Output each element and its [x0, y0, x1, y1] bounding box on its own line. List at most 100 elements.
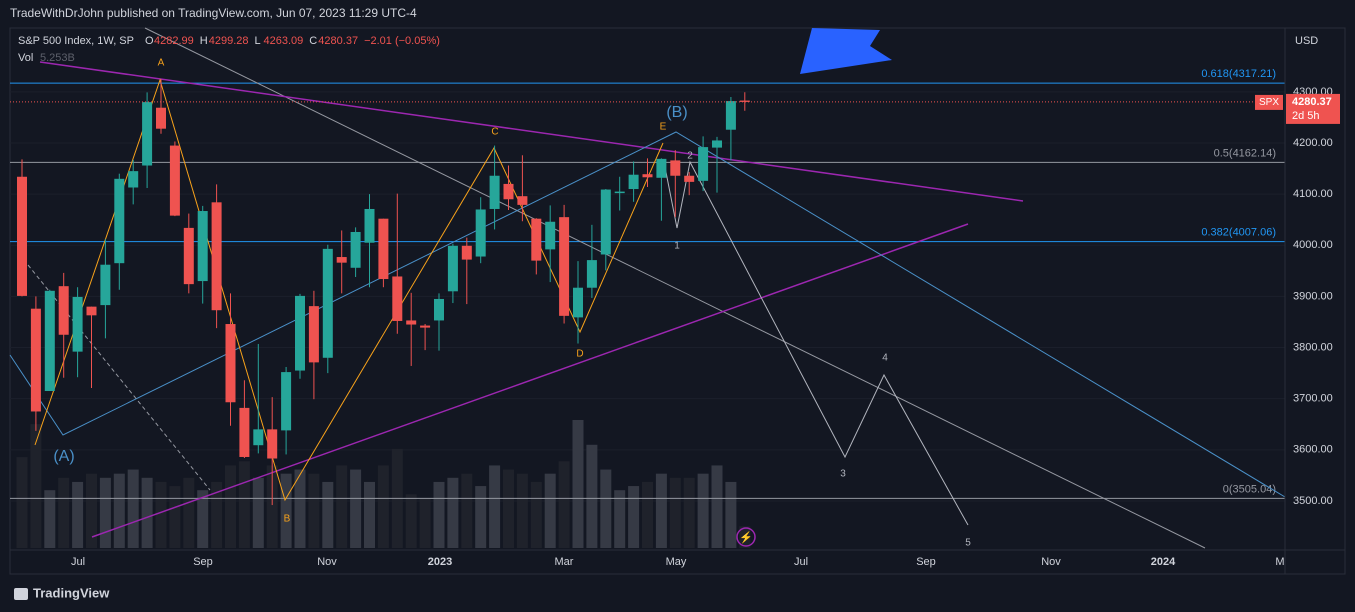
candle-body: [447, 245, 458, 292]
drawings: [9, 27, 1286, 549]
candle-body: [183, 227, 194, 285]
ohlc-value: 4299.28: [209, 35, 249, 47]
volume-bar: [364, 481, 375, 548]
y-tick-label: 3500.00: [1293, 495, 1333, 507]
arrow-shape: [800, 28, 892, 74]
candle-body: [211, 202, 222, 311]
x-tick-label: Nov: [317, 556, 337, 568]
volume-bar: [294, 469, 306, 548]
volume-bar: [322, 481, 334, 548]
volume-bar: [697, 473, 709, 548]
candle-body: [475, 209, 486, 257]
volume-bar: [30, 424, 42, 548]
y-tick-label: 3700.00: [1293, 393, 1333, 405]
price-tag-symbol: SPX: [1259, 97, 1279, 108]
volume-bar: [628, 486, 640, 548]
candle-body: [573, 287, 583, 318]
x-tick-label: Sep: [193, 556, 213, 568]
volume-bar: [447, 477, 459, 548]
candle-body: [712, 140, 722, 148]
candle-body: [142, 102, 153, 166]
volume-value: 5.253B: [40, 52, 75, 64]
annotation: 4: [882, 353, 888, 364]
volume-name: Vol: [18, 52, 33, 64]
candle-body: [350, 231, 361, 268]
candle-body: [281, 372, 292, 431]
price-tag-countdown: 2d 5h: [1292, 110, 1320, 122]
candle-body: [44, 290, 55, 392]
volume-bar: [350, 469, 362, 548]
volume-bar: [86, 473, 97, 548]
volume-bar: [155, 481, 167, 548]
candle-body: [739, 100, 750, 102]
candle-body: [503, 183, 514, 200]
volume-bar: [127, 469, 139, 548]
candle-body: [656, 158, 667, 178]
volume-bar: [238, 461, 250, 548]
volume-bar: [669, 477, 681, 548]
volume-bar: [336, 465, 348, 548]
annotation: D: [576, 349, 583, 360]
volume-bar: [739, 526, 751, 548]
candle-body: [642, 174, 653, 178]
volume-bar: [530, 481, 542, 548]
ohlc-letter: H: [200, 35, 208, 47]
volume-bar: [642, 481, 653, 548]
ohlc-change: −2.01 (−0.05%): [364, 35, 440, 47]
currency: USD: [1295, 35, 1318, 47]
volume-bar: [655, 473, 667, 548]
x-tick-label: Mar: [555, 556, 574, 568]
volume-bar: [461, 473, 473, 548]
annotation: 5: [965, 538, 971, 549]
annotation: 3: [840, 469, 846, 480]
volume-bar: [211, 481, 223, 548]
volume-bar: [725, 481, 737, 548]
candle-body: [30, 308, 41, 412]
volume-bar: [58, 477, 70, 548]
annotation: (A): [53, 448, 74, 465]
volume-bar: [572, 420, 584, 548]
annotation: 2: [687, 151, 693, 162]
volume-bar: [308, 473, 320, 548]
volume-bar: [433, 481, 445, 548]
volume-bar: [169, 486, 181, 548]
x-tick-label: May: [666, 556, 687, 568]
footer-brand: TradingView: [33, 585, 110, 600]
volume-bar: [183, 477, 195, 548]
alert-icon[interactable]: [736, 527, 756, 547]
candle-body: [364, 208, 375, 243]
y-tick-label: 4200.00: [1293, 137, 1333, 149]
annotation: B: [284, 514, 291, 525]
ohlc-letter: O: [145, 35, 154, 47]
publisher: TradeWithDrJohn published on TradingView…: [10, 6, 417, 20]
annotation: (B): [666, 104, 687, 121]
candle-body: [392, 276, 403, 321]
volume-bar: [141, 477, 153, 548]
logo: [14, 588, 28, 600]
candle-body: [17, 176, 27, 296]
ohlc-value: 4282.99: [154, 35, 194, 47]
candle-body: [197, 211, 208, 282]
candle-body: [628, 174, 639, 190]
candle-body: [489, 175, 500, 209]
volume-bar: [266, 465, 278, 548]
candle-body: [156, 107, 166, 129]
annotations: A B C D E (A) (B) 1 2 3 4 5: [53, 58, 971, 549]
price-tag-bg: [1286, 93, 1340, 124]
volume-bar: [377, 465, 389, 548]
candle-body: [322, 248, 333, 358]
trend-line: [39, 61, 1024, 202]
volume-bar: [99, 477, 111, 548]
trend-line: [144, 27, 1206, 549]
fib-label: 0.382(4007.06): [1201, 227, 1276, 239]
candle-body: [461, 245, 472, 260]
volume-bar: [558, 461, 570, 548]
ohlc-letter: L: [255, 35, 261, 47]
volume-bar: [503, 469, 514, 548]
candle-body: [58, 286, 69, 335]
candle-body: [531, 218, 542, 261]
candle-body: [308, 306, 319, 363]
ohlc-value: 4263.09: [264, 35, 304, 47]
volume-bar: [475, 486, 487, 548]
y-tick-label: 3800.00: [1293, 341, 1333, 353]
